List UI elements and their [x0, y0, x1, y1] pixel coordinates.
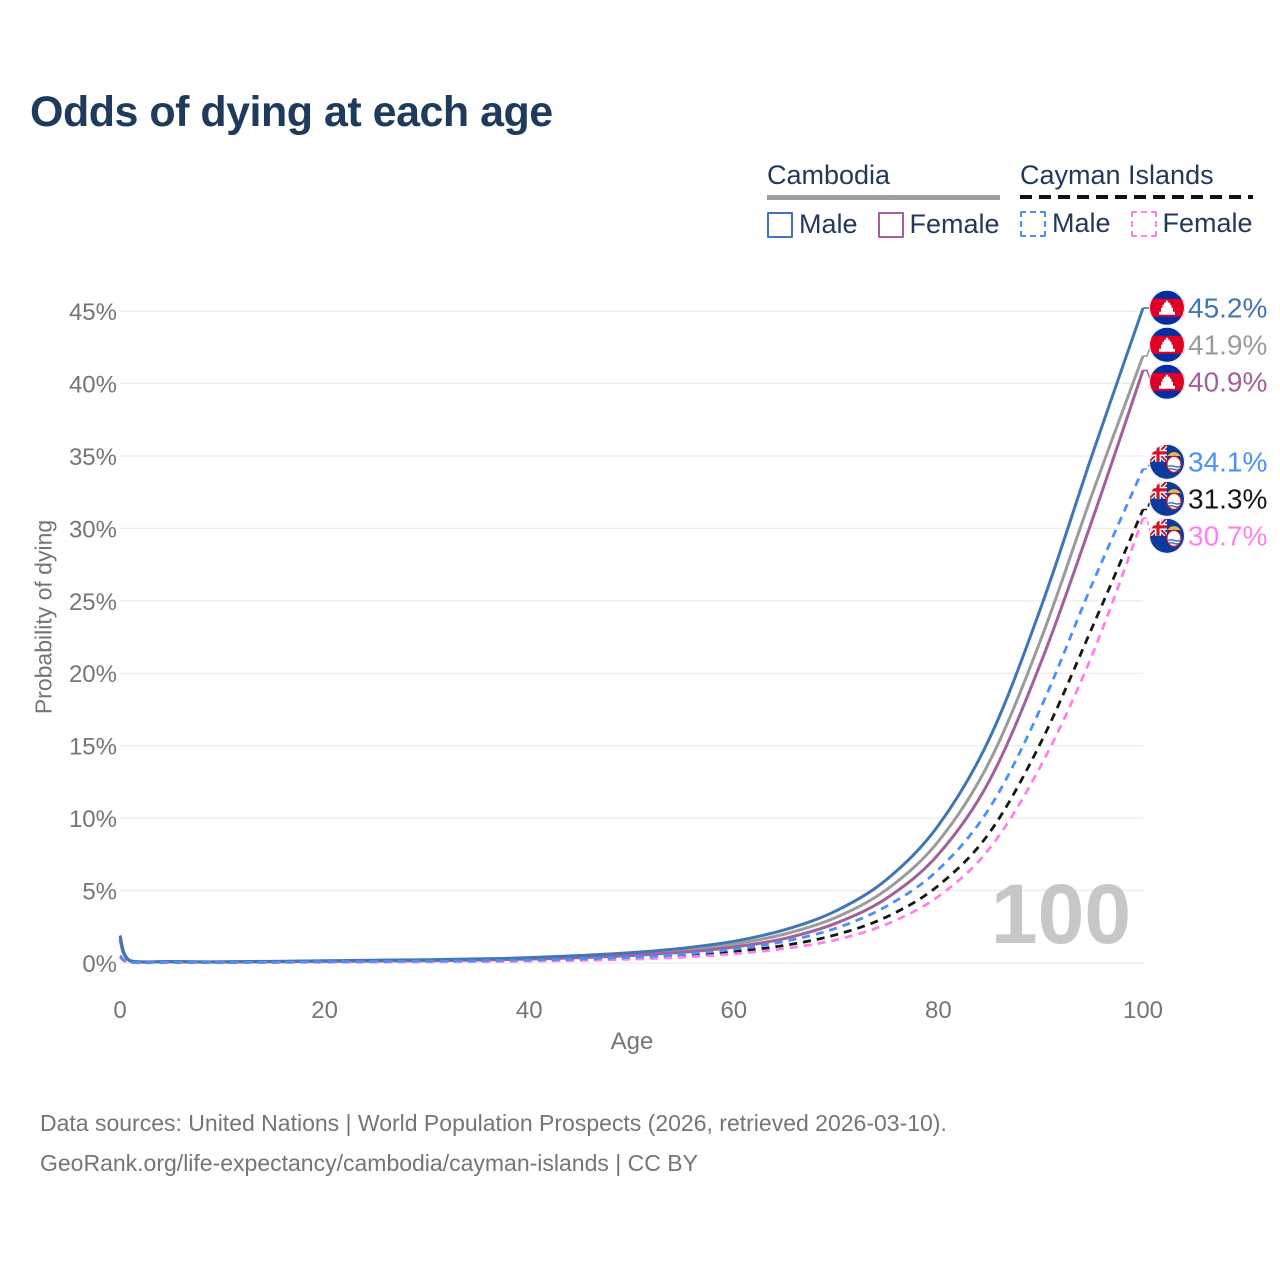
legend-item-cambodia-male[interactable]: Male [767, 209, 858, 240]
cambodia-flag-icon [1149, 327, 1185, 363]
legend-item-cayman-islands-male[interactable]: Male [1020, 208, 1111, 239]
cayman-islands-flag-icon [1149, 481, 1185, 517]
legend-country-linestyle-dashed [1020, 195, 1253, 199]
legend-swatch-icon [877, 211, 904, 238]
series-line-cambodia-female[interactable] [118, 369, 1145, 964]
legend-country-linestyle-solid [767, 195, 1000, 200]
x-tick-label: 40 [516, 997, 543, 1024]
end-value-label: 45.2% [1188, 292, 1267, 323]
legend-item-cayman-islands-female[interactable]: Female [1130, 208, 1253, 239]
page-title: Odds of dying at each age [30, 88, 553, 136]
end-value-label: 30.7% [1188, 520, 1267, 551]
legend-group-cayman-islands: Cayman Islands Male Female [1020, 160, 1253, 239]
x-tick-label: 0 [113, 997, 126, 1024]
y-tick-label: 45% [69, 299, 117, 326]
legend-group-cambodia: Cambodia Male Female [767, 160, 1000, 240]
y-tick-label: 35% [69, 444, 117, 471]
end-value-label: 34.1% [1188, 446, 1267, 477]
y-tick-label: 5% [82, 879, 117, 906]
watermark-label: 100 [991, 867, 1131, 961]
legend-swatch-icon [767, 211, 793, 238]
y-tick-label: 10% [69, 806, 117, 833]
x-tick-label: 100 [1123, 997, 1163, 1024]
end-labels: 45.2% 41.9% 40.9% 34.1% 31.3% 30.7% [1143, 290, 1267, 554]
x-tick-label: 60 [720, 997, 747, 1024]
x-tick-label: 80 [925, 997, 952, 1024]
watermark: 100 [991, 867, 1131, 961]
legend-item-label: Female [1162, 208, 1253, 238]
series-line-cayman-islands-male[interactable] [119, 468, 1145, 965]
cambodia-flag-icon [1149, 364, 1185, 400]
legend-country-label: Cayman Islands [1020, 160, 1214, 190]
legend-country-label: Cambodia [767, 160, 891, 190]
series-line-cambodia-both-sexes[interactable] [118, 355, 1145, 964]
y-tick-label: 40% [69, 371, 117, 398]
y-axis-title: Probability of dying [30, 519, 57, 715]
cayman-islands-flag-icon [1149, 444, 1185, 480]
x-tick-label: 20 [311, 997, 338, 1024]
gridlines [120, 310, 1143, 964]
legend: Cambodia Male Female Cayman Islands Male Fema… [0, 160, 1280, 250]
cayman-islands-flag-icon [1149, 518, 1185, 554]
legend-swatch-icon [1130, 210, 1157, 237]
series-lines [118, 307, 1145, 965]
legend-item-label: Female [909, 209, 1000, 239]
legend-item-cambodia-female[interactable]: Female [877, 209, 1000, 240]
series-line-cambodia-male[interactable] [118, 307, 1145, 964]
legend-swatch-icon [1020, 210, 1046, 237]
end-value-label: 41.9% [1188, 329, 1267, 360]
legend-item-label: Male [1052, 208, 1111, 238]
footer-data-sources: Data sources: United Nations | World Pop… [40, 1110, 947, 1136]
y-tick-label: 30% [69, 516, 117, 543]
y-tick-label: 0% [82, 951, 117, 978]
legend-item-label: Male [799, 209, 858, 239]
cambodia-flag-icon [1149, 290, 1185, 326]
y-tick-label: 15% [69, 734, 117, 761]
x-axis-title: Age [610, 1028, 654, 1055]
footer-attribution[interactable]: GeoRank.org/life-expectancy/cambodia/cay… [40, 1150, 698, 1176]
end-value-label: 31.3% [1188, 483, 1267, 514]
end-value-label: 40.9% [1188, 366, 1267, 397]
y-tick-label: 25% [69, 589, 117, 616]
axis-tick-labels: 0% 5% 10% 15% 20% 25% 30% 35% 40% 45% 0 20 40 60 80 100 [69, 299, 1163, 1024]
y-tick-label: 20% [69, 661, 117, 688]
